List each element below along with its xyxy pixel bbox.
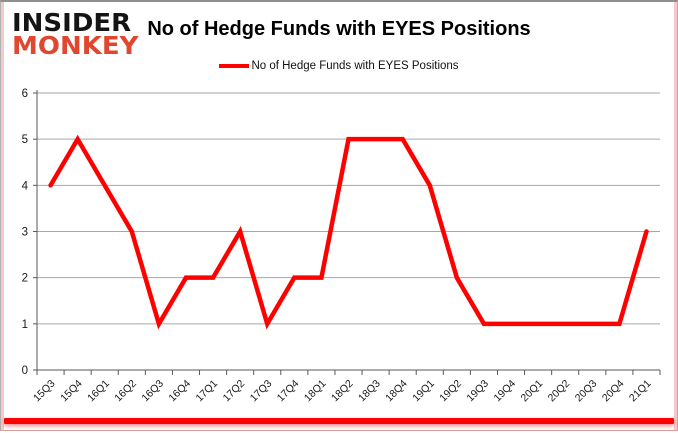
x-tick-label: 16Q4 [166, 378, 193, 405]
x-tick-label: 16Q3 [139, 378, 166, 405]
series-line [48, 134, 649, 330]
x-tick-label: 15Q3 [31, 378, 58, 405]
x-tick-label: 17Q4 [275, 378, 302, 405]
y-tick-label: 1 [22, 319, 28, 331]
x-tick-label: 19Q3 [464, 378, 491, 405]
bottom-accent-bar [4, 418, 674, 424]
x-tick-label: 21Q1 [627, 378, 654, 405]
x-tick-label: 19Q1 [410, 378, 437, 405]
x-tick-label: 20Q4 [600, 378, 627, 405]
insider-monkey-logo: INSIDER MONKEY [12, 9, 139, 61]
x-tick-label: 20Q2 [546, 378, 573, 405]
x-tick-label: 17Q3 [248, 378, 275, 405]
y-tick-label: 5 [22, 134, 28, 146]
logo-line-insider: INSIDER [12, 9, 132, 38]
x-tick-label: 18Q3 [356, 378, 383, 405]
logo-line-monkey: MONKEY [12, 32, 139, 61]
legend: No of Hedge Funds with EYES Positions [1, 60, 677, 72]
x-tick-label: 20Q3 [573, 378, 600, 405]
y-tick-label: 2 [22, 273, 28, 285]
legend-line-swatch-icon [219, 64, 250, 68]
x-tick-label: 19Q4 [491, 378, 518, 405]
y-tick-label: 3 [22, 227, 28, 239]
x-tick-label: 18Q1 [302, 378, 329, 405]
x-tick-label: 18Q4 [383, 378, 410, 405]
x-tick-label: 17Q1 [194, 378, 221, 405]
x-tick-label: 19Q2 [437, 378, 464, 405]
x-tick-label: 16Q2 [112, 378, 139, 405]
x-tick-label: 15Q4 [58, 378, 85, 405]
y-tick-label: 6 [22, 88, 28, 100]
chart-title: No of Hedge Funds with EYES Positions [147, 18, 531, 40]
legend-label: No of Hedge Funds with EYES Positions [251, 60, 459, 72]
x-tick-label: 18Q2 [329, 378, 356, 405]
x-tick-label: 17Q2 [221, 378, 248, 405]
x-tick-label: 20Q1 [519, 378, 546, 405]
y-tick-label: 0 [22, 365, 28, 377]
x-tick-label: 16Q1 [85, 378, 112, 405]
y-tick-label: 4 [22, 180, 29, 192]
